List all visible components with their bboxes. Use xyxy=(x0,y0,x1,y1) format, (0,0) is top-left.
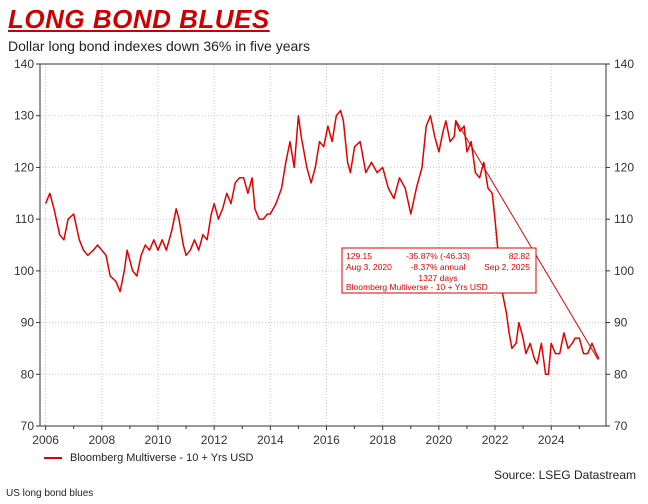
trend-line xyxy=(455,119,599,360)
grid-lines xyxy=(40,64,606,426)
annotation-end-value: 82.82 xyxy=(509,251,531,261)
annotation-end-date: Sep 2, 2025 xyxy=(484,262,530,272)
y-tick-label-right: 140 xyxy=(614,57,634,71)
y-tick-label-right: 110 xyxy=(614,212,633,226)
x-tick-label: 2022 xyxy=(482,433,509,447)
y-tick-label-right: 120 xyxy=(614,160,634,174)
x-tick-label: 2010 xyxy=(145,433,172,447)
annotation-start-value: 129.15 xyxy=(346,251,372,261)
series-line-bloomberg-multiverse xyxy=(44,109,600,376)
x-tick-label: 2016 xyxy=(313,433,340,447)
x-tick-label: 2008 xyxy=(88,433,115,447)
y-tick-label-left: 140 xyxy=(14,57,34,71)
annotation-days: 1327 days xyxy=(418,273,457,283)
x-tick-label: 2006 xyxy=(32,433,59,447)
y-tick-label-left: 120 xyxy=(14,160,34,174)
annotation-change: -35.87% (-46.33) xyxy=(406,251,470,261)
y-tick-label-right: 130 xyxy=(614,109,634,123)
y-tick-label-left: 100 xyxy=(14,264,34,278)
y-tick-label-left: 80 xyxy=(21,367,35,381)
x-tick-label: 2012 xyxy=(201,433,228,447)
legend-label: Bloomberg Multiverse - 10 + Yrs USD xyxy=(70,452,254,464)
annotation-annual: -8.37% annual xyxy=(411,262,466,272)
y-axis-right: 70 80 90 100 110 120 130 140 xyxy=(606,57,634,433)
y-tick-label-left: 90 xyxy=(21,316,35,330)
source-note: Source: LSEG Datastream xyxy=(493,468,636,482)
y-tick-label-left: 130 xyxy=(14,109,34,123)
plot-frame xyxy=(39,63,607,427)
footnote: US long bond blues xyxy=(6,488,94,499)
x-tick-label: 2018 xyxy=(369,433,396,447)
y-tick-label-right: 80 xyxy=(614,367,628,381)
x-tick-label: 2014 xyxy=(257,433,284,447)
annotation-frame xyxy=(341,247,537,294)
y-axis-left: 70 80 90 100 110 120 130 140 xyxy=(14,57,40,433)
x-axis: 2006 2008 2010 2012 2014 2016 2018 2020 2022 2024 xyxy=(32,426,580,447)
annotation-series-label: Bloomberg Multiverse - 10 + Yrs USD xyxy=(346,282,488,292)
y-tick-label-left: 70 xyxy=(21,419,35,433)
x-tick-label: 2020 xyxy=(426,433,453,447)
y-tick-label-right: 90 xyxy=(614,316,628,330)
legend-swatch xyxy=(44,457,62,459)
chart-title: LONG BOND BLUES xyxy=(8,4,270,34)
annotation-box: 129.15 Aug 3, 2020 -35.87% (-46.33) -8.3… xyxy=(341,247,537,294)
y-tick-label-right: 100 xyxy=(614,264,634,278)
x-tick-label: 2024 xyxy=(538,433,565,447)
y-tick-label-left: 110 xyxy=(15,212,34,226)
chart-subtitle: Dollar long bond indexes down 36% in fiv… xyxy=(8,38,310,54)
y-tick-label-right: 70 xyxy=(614,419,628,433)
annotation-start-date: Aug 3, 2020 xyxy=(346,262,392,272)
legend: Bloomberg Multiverse - 10 + Yrs USD xyxy=(44,452,254,464)
